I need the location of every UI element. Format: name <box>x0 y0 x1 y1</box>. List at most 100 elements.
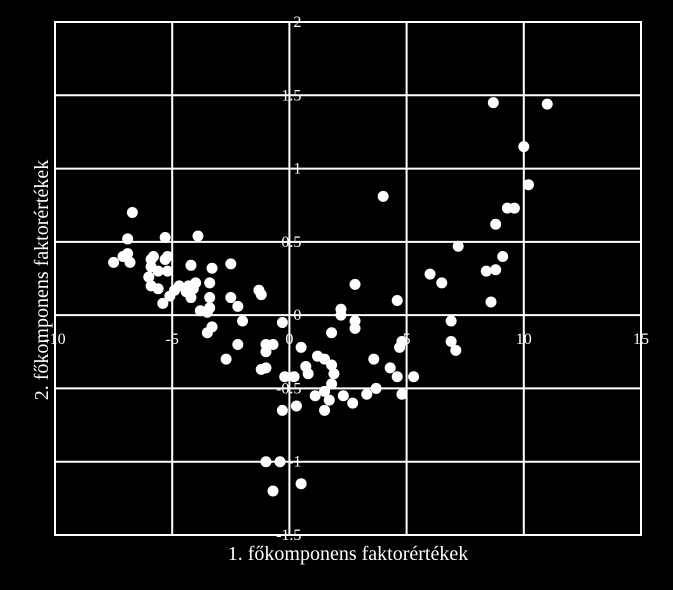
data-point <box>194 305 206 317</box>
data-point <box>201 327 213 339</box>
data-point <box>490 264 502 276</box>
data-point <box>122 233 134 245</box>
data-point <box>157 297 169 309</box>
x-tick-label: 0 <box>285 331 293 348</box>
data-point <box>108 256 120 268</box>
data-point <box>274 456 286 468</box>
y-tick-label: 0 <box>293 307 301 324</box>
y-tick-label: 1 <box>293 161 301 178</box>
data-point <box>368 353 380 365</box>
data-point <box>450 344 462 356</box>
data-point <box>323 394 335 406</box>
data-point <box>255 289 267 301</box>
data-point <box>480 265 492 277</box>
data-point <box>424 268 436 280</box>
data-point <box>487 97 499 109</box>
data-point <box>232 300 244 312</box>
data-point <box>126 207 138 219</box>
data-point <box>232 338 244 350</box>
data-point <box>260 456 272 468</box>
y-tick-label: -1.5 <box>276 527 301 544</box>
data-point <box>508 202 520 214</box>
data-point <box>377 190 389 202</box>
y-tick-label: 0.5 <box>281 234 301 251</box>
data-point <box>192 230 204 242</box>
data-point <box>220 353 232 365</box>
data-point <box>267 338 279 350</box>
data-point <box>522 179 534 191</box>
y-tick-label: 1.5 <box>281 87 301 104</box>
data-point <box>185 259 197 271</box>
data-point <box>225 292 237 304</box>
x-tick-label: 5 <box>403 331 411 348</box>
data-point <box>347 397 359 409</box>
data-point <box>349 278 361 290</box>
data-point <box>361 388 373 400</box>
data-point <box>276 404 288 416</box>
y-tick-label: -0.5 <box>276 380 301 397</box>
data-point <box>302 368 314 380</box>
data-point <box>445 315 457 327</box>
data-point <box>145 261 157 273</box>
data-point <box>436 277 448 289</box>
plot-area-border <box>54 21 642 536</box>
data-point <box>408 371 420 383</box>
data-point <box>117 251 129 263</box>
data-point <box>349 322 361 334</box>
data-point <box>335 309 347 321</box>
data-point <box>260 346 272 358</box>
data-point <box>312 350 324 362</box>
data-point <box>452 240 464 252</box>
data-point <box>384 362 396 374</box>
data-point <box>267 485 279 497</box>
data-point <box>164 290 176 302</box>
data-point <box>394 341 406 353</box>
data-point <box>391 294 403 306</box>
data-point <box>295 341 307 353</box>
data-point <box>237 315 249 327</box>
y-tick-labels: -1.5 -1 -0.5 0 0.5 1 1.5 2 <box>276 14 301 544</box>
data-point <box>204 277 216 289</box>
data-point <box>328 368 340 380</box>
data-point <box>485 296 497 308</box>
y-tick-label: 2 <box>293 14 301 31</box>
data-point <box>326 378 338 390</box>
data-point <box>225 258 237 270</box>
x-tick-labels: -10 -5 0 5 10 15 <box>44 331 649 348</box>
data-point <box>255 363 267 375</box>
y-axis-label: 2. főkomponens faktorértékek <box>31 160 53 400</box>
data-points <box>108 97 553 497</box>
data-point <box>326 327 338 339</box>
data-point <box>145 280 157 292</box>
x-tick-label: 10 <box>516 331 532 348</box>
data-point <box>445 336 457 348</box>
data-point <box>290 400 302 412</box>
data-point <box>309 390 321 402</box>
x-tick-label: 15 <box>633 331 649 348</box>
data-point <box>162 265 174 277</box>
data-point <box>370 382 382 394</box>
data-point <box>143 271 155 283</box>
y-tick-label: -1 <box>288 454 301 471</box>
data-point <box>396 388 408 400</box>
data-point <box>490 218 502 230</box>
data-point <box>159 253 171 265</box>
data-point <box>518 141 530 153</box>
data-point <box>279 371 291 383</box>
data-point <box>295 478 307 490</box>
x-tick-label: -10 <box>44 331 65 348</box>
data-point <box>206 262 218 274</box>
data-point <box>497 251 509 263</box>
data-point <box>204 292 216 304</box>
data-point <box>159 231 171 243</box>
x-axis-label: 1. főkomponens faktorértékek <box>228 543 468 565</box>
data-point <box>391 371 403 383</box>
data-point <box>541 98 553 110</box>
data-point <box>288 371 300 383</box>
data-point <box>276 316 288 328</box>
data-point <box>204 302 216 314</box>
x-tick-label: -5 <box>166 331 179 348</box>
data-point <box>319 385 331 397</box>
